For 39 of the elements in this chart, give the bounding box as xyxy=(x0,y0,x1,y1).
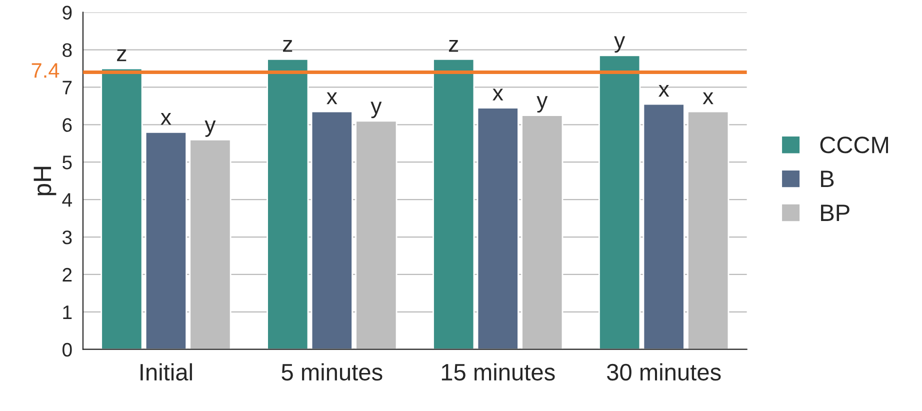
y-tick-label: 0 xyxy=(62,342,72,357)
x-tick-label: 5 minutes xyxy=(282,363,382,381)
bar xyxy=(598,54,641,350)
bar xyxy=(476,107,519,350)
data-label: x xyxy=(492,88,504,100)
y-tick-label: 6 xyxy=(62,118,72,132)
y-tick-label: 7 xyxy=(62,80,72,94)
x-tick-label: 15 minutes xyxy=(442,363,555,381)
bar xyxy=(310,110,353,350)
ref-line-label: 7.4 xyxy=(32,63,60,78)
bar xyxy=(642,103,685,350)
bar xyxy=(432,58,475,350)
y-tick-label: 3 xyxy=(62,230,72,244)
y-tick-label: 2 xyxy=(62,268,72,282)
data-label: y xyxy=(204,120,216,137)
data-label: z xyxy=(283,40,292,52)
data-label: y xyxy=(536,96,548,113)
bar xyxy=(266,58,309,350)
data-label: z xyxy=(448,40,458,52)
y-tick-label: 4 xyxy=(62,193,72,207)
legend-label: B xyxy=(821,170,834,188)
data-label: y xyxy=(614,36,626,53)
legend-label: CCCM xyxy=(820,136,888,154)
y-tick-label: 8 xyxy=(62,43,72,58)
data-label: y xyxy=(370,102,382,118)
y-axis-title: pH xyxy=(34,166,56,196)
x-tick-label: Initial xyxy=(140,363,192,381)
bar xyxy=(144,131,188,350)
data-label: x xyxy=(160,113,172,125)
legend-label: BP xyxy=(821,204,850,221)
y-tick-label: 9 xyxy=(62,6,72,20)
data-label: x xyxy=(326,92,338,104)
data-label: x xyxy=(658,84,670,97)
y-tick-label: 5 xyxy=(62,156,72,170)
bar xyxy=(100,68,143,350)
y-tick-label: 1 xyxy=(63,306,72,319)
x-tick-label: 30 minutes xyxy=(606,363,721,381)
data-label: z xyxy=(117,49,126,62)
data-label: x xyxy=(702,92,714,104)
